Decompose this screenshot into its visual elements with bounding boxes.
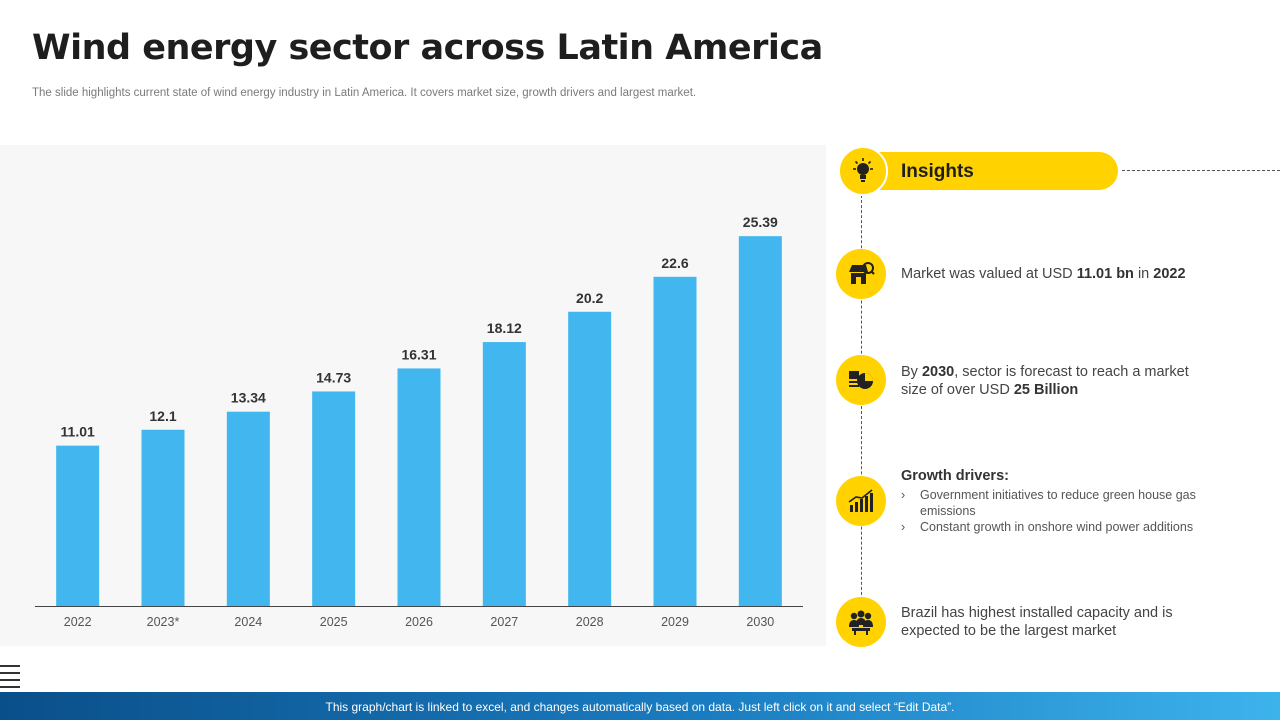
x-tick-label: 2024 <box>234 615 262 629</box>
bar-2025[interactable] <box>312 391 356 606</box>
growth-drivers-list: Government initiatives to reduce green h… <box>901 487 1221 535</box>
pie-chart-icon <box>836 355 886 405</box>
data-label: 13.34 <box>231 390 266 406</box>
x-tick-label: 2022 <box>64 615 92 629</box>
people-group-icon <box>836 597 886 647</box>
bar-2023*[interactable] <box>141 429 185 606</box>
bar-2027[interactable] <box>482 342 526 606</box>
insight-market-value: Market was valued at USD 11.01 bn in 202… <box>901 266 1186 282</box>
insight-brazil: Brazil has highest installed capacity an… <box>901 605 1173 639</box>
x-tick-label: 2028 <box>576 615 604 629</box>
store-search-icon <box>836 249 886 299</box>
bar-2028[interactable] <box>568 311 612 606</box>
footer-bar: This graph/chart is linked to excel, and… <box>0 692 1280 720</box>
page-subtitle: The slide highlights current state of wi… <box>32 87 697 99</box>
data-label: 25.39 <box>743 214 778 230</box>
bar-2029[interactable] <box>653 276 697 606</box>
data-label: 20.2 <box>576 290 603 306</box>
menu-icon[interactable] <box>0 665 20 693</box>
bar-growth-icon <box>836 476 886 526</box>
bar-2024[interactable] <box>226 411 270 606</box>
chart-panel: 11.01 2022 12.1 2023* 13.34 2024 14.73 2025 16.3… <box>0 145 826 646</box>
x-tick-label: 2025 <box>320 615 348 629</box>
bar-2026[interactable] <box>397 368 441 606</box>
x-tick-label: 2029 <box>661 615 689 629</box>
x-tick-label: 2026 <box>405 615 433 629</box>
list-item: Government initiatives to reduce green h… <box>901 487 1221 519</box>
header-divider <box>1122 170 1280 171</box>
timeline-line <box>861 190 862 620</box>
list-item: Constant growth in onshore wind power ad… <box>901 519 1221 535</box>
x-tick-label: 2027 <box>490 615 518 629</box>
lightbulb-icon <box>838 146 888 196</box>
bar-2030[interactable] <box>738 236 782 606</box>
insight-growth-drivers: Growth drivers: Government initiatives t… <box>901 467 1221 535</box>
data-label: 22.6 <box>661 255 688 271</box>
data-label: 12.1 <box>149 408 176 424</box>
x-tick-label: 2023* <box>147 615 180 629</box>
data-label: 14.73 <box>316 369 351 385</box>
x-tick-label: 2030 <box>746 615 774 629</box>
page-title: Wind energy sector across Latin America <box>32 28 823 68</box>
data-label: 18.12 <box>487 320 522 336</box>
footer-note: This graph/chart is linked to excel, and… <box>325 700 955 714</box>
data-label: 11.01 <box>61 424 95 440</box>
growth-drivers-title: Growth drivers: <box>901 468 1009 484</box>
insights-header-label: Insights <box>901 161 974 182</box>
insight-forecast: By 2030, sector is forecast to reach a m… <box>901 364 1189 398</box>
bar-chart[interactable]: 11.01 2022 12.1 2023* 13.34 2024 14.73 2025 16.3… <box>0 145 826 646</box>
bar-2022[interactable] <box>56 445 100 606</box>
data-label: 16.31 <box>401 346 436 362</box>
